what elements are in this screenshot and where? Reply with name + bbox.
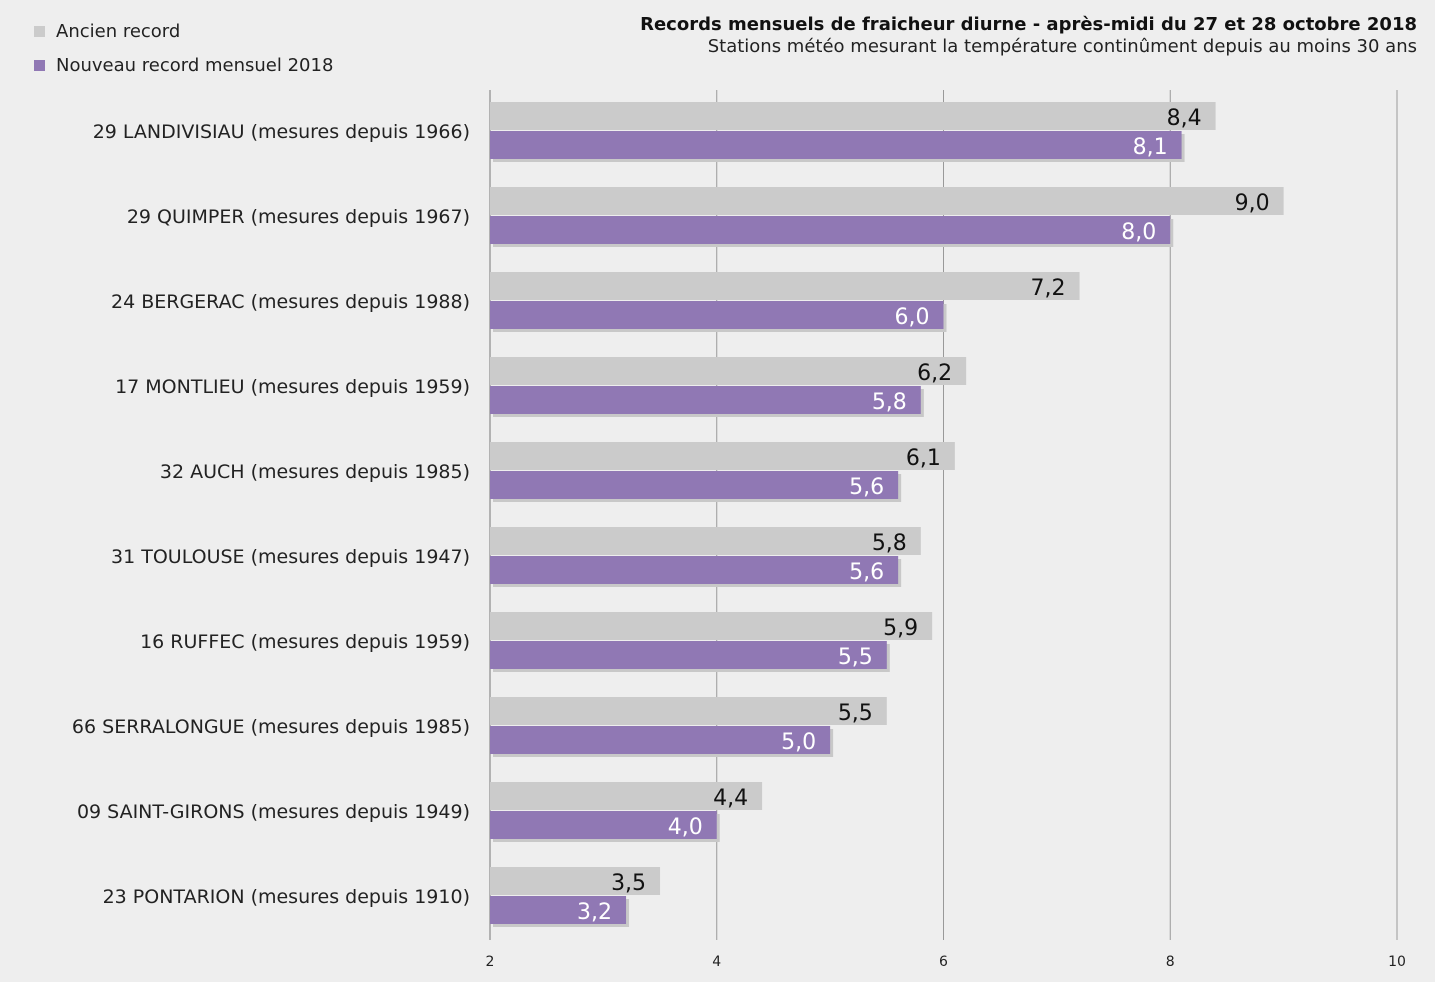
data-label-ancien: 8,4 [1167,106,1202,131]
data-label-nouveau: 3,2 [577,900,612,925]
bar-ancien-record [490,867,661,895]
chart-subtitle: Stations météo mesurant la température c… [707,36,1417,57]
bar-ancien-record [490,102,1216,130]
bar-nouveau-record [490,471,899,499]
bar-ancien-record [490,782,763,810]
data-label-nouveau: 8,1 [1133,135,1168,160]
data-label-ancien: 6,2 [917,361,952,386]
data-label-ancien: 5,5 [838,701,873,726]
bar-nouveau-record [490,386,921,414]
data-label-nouveau: 8,0 [1121,220,1156,245]
bar-nouveau-record [490,641,887,669]
data-label-nouveau: 5,5 [838,645,873,670]
legend-label-nouveau: Nouveau record mensuel 2018 [56,54,334,76]
bar-ancien-record [490,272,1080,300]
data-label-ancien: 5,8 [872,531,907,556]
bar-nouveau-record [490,216,1171,244]
category-label: 23 PONTARION (mesures depuis 1910) [103,886,470,908]
category-label: 29 LANDIVISIAU (mesures depuis 1966) [93,121,470,143]
category-label: 16 RUFFEC (mesures depuis 1959) [140,631,470,653]
legend-swatch-nouveau [34,59,45,71]
x-tick-label: 4 [712,954,721,970]
bar-nouveau-record [490,131,1182,159]
data-label-ancien: 6,1 [906,446,941,471]
data-label-ancien: 7,2 [1031,276,1066,301]
category-label: 29 QUIMPER (mesures depuis 1967) [127,206,470,228]
x-tick-label: 2 [486,954,495,970]
legend-label-ancien: Ancien record [56,20,181,42]
legend: Ancien record Nouveau record mensuel 201… [34,14,333,82]
bar-ancien-record [490,527,921,555]
bar-nouveau-record [490,726,831,754]
bar-ancien-record [490,442,955,470]
bar-ancien-record [490,187,1284,215]
category-label: 09 SAINT-GIRONS (mesures depuis 1949) [77,801,470,823]
data-label-nouveau: 5,6 [849,475,884,500]
data-label-nouveau: 5,0 [781,730,816,755]
legend-item-ancien: Ancien record [34,14,333,48]
x-tick-label: 6 [939,954,948,970]
data-label-ancien: 3,5 [611,871,646,896]
x-tick-label: 10 [1388,954,1406,970]
bar-nouveau-record [490,301,944,329]
bar-nouveau-record [490,811,717,839]
data-label-ancien: 4,4 [713,786,748,811]
data-label-nouveau: 5,6 [849,560,884,585]
bar-nouveau-record [490,556,899,584]
bar-ancien-record [490,612,933,640]
data-label-ancien: 9,0 [1235,191,1270,216]
category-label: 32 AUCH (mesures depuis 1985) [160,461,470,483]
bar-ancien-record [490,697,887,725]
category-label: 31 TOULOUSE (mesures depuis 1947) [111,546,470,568]
category-label: 66 SERRALONGUE (mesures depuis 1985) [72,716,470,738]
legend-swatch-ancien [34,25,45,37]
data-label-nouveau: 4,0 [668,815,703,840]
bar-nouveau-record [490,896,627,924]
legend-item-nouveau: Nouveau record mensuel 2018 [34,48,333,82]
chart-title: Records mensuels de fraicheur diurne - a… [640,14,1417,35]
data-label-nouveau: 5,8 [872,390,907,415]
data-label-nouveau: 6,0 [895,305,930,330]
bar-ancien-record [490,357,967,385]
title-block: Records mensuels de fraicheur diurne - a… [640,14,1417,58]
data-label-ancien: 5,9 [883,616,918,641]
category-label: 24 BERGERAC (mesures depuis 1988) [111,291,470,313]
category-label: 17 MONTLIEU (mesures depuis 1959) [115,376,470,398]
x-tick-label: 8 [1166,954,1175,970]
